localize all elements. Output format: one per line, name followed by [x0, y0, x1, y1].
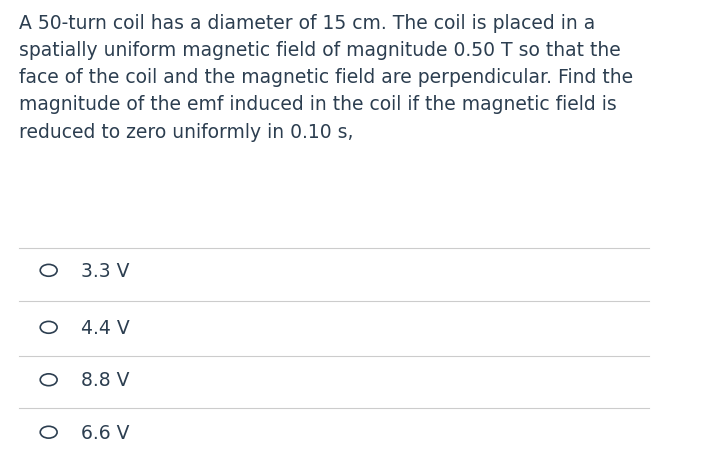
Text: 6.6 V: 6.6 V — [81, 423, 130, 442]
Text: A 50-turn coil has a diameter of 15 cm. The coil is placed in a
spatially unifor: A 50-turn coil has a diameter of 15 cm. … — [19, 14, 634, 142]
Text: 3.3 V: 3.3 V — [81, 261, 130, 280]
Text: 8.8 V: 8.8 V — [81, 370, 130, 389]
Text: 4.4 V: 4.4 V — [81, 318, 130, 337]
